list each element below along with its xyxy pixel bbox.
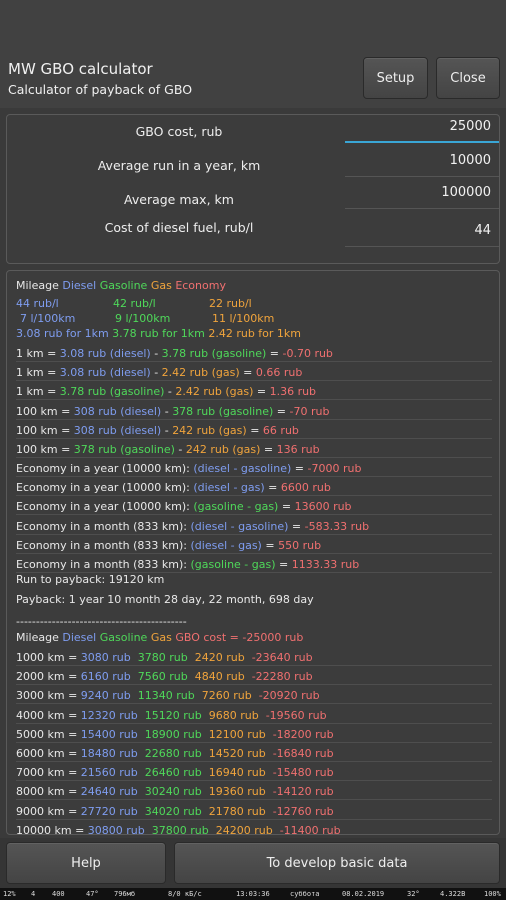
status-cpu: 12%: [3, 890, 16, 898]
table-row: 1000 km = 3080 rub 3780 rub 2420 rub -23…: [16, 651, 492, 666]
develop-basic-data-button[interactable]: To develop basic data: [174, 842, 500, 884]
table-row: 9000 km = 27720 rub 34020 rub 21780 rub …: [16, 805, 492, 820]
app-subtitle: Calculator of payback of GBO: [8, 82, 193, 97]
setup-button[interactable]: Setup: [363, 57, 428, 99]
status-day: суббота: [290, 890, 320, 898]
close-button[interactable]: Close: [436, 57, 500, 99]
gbo-cost-input[interactable]: 25000: [345, 115, 499, 143]
average-run-label: Average run in a year, km: [97, 158, 261, 173]
comparison-row: 1 km = 3.08 rub (diesel) - 2.42 rub (gas…: [16, 366, 492, 382]
economy-row: Economy in a month (833 km): (diesel - g…: [16, 539, 492, 554]
table-row: 2000 km = 6160 rub 7560 rub 4840 rub -22…: [16, 670, 492, 686]
economy-row: Economy in a year (10000 km): (gasoline …: [16, 500, 492, 516]
economy-row: Economy in a month (833 km): (gasoline -…: [16, 558, 492, 573]
comparison-row: 1 km = 3.78 rub (gasoline) - 2.42 rub (g…: [16, 385, 492, 401]
table-row: 7000 km = 21560 rub 26460 rub 16940 rub …: [16, 766, 492, 782]
comparison-row: 100 km = 308 rub (diesel) - 378 rub (gas…: [16, 405, 492, 420]
results-panel: Mileage Diesel Gasoline Gas Economy 44 r…: [6, 270, 500, 835]
economy-row: Economy in a year (10000 km): (diesel - …: [16, 481, 492, 497]
results-header: Mileage Diesel Gasoline Gas Economy: [16, 279, 226, 292]
status-freq: 400: [52, 890, 65, 898]
status-network: 8/0 кБ/с: [168, 890, 202, 898]
per-km-row: 3.08 rub for 1km 3.78 rub for 1km 2.42 r…: [16, 327, 302, 340]
status-voltage: 4.322В: [440, 890, 466, 898]
status-memory: 796мб: [114, 890, 136, 898]
run-to-payback: Run to payback: 19120 km: [16, 573, 165, 586]
help-button[interactable]: Help: [6, 842, 166, 884]
table-row: 8000 km = 24640 rub 30240 rub 19360 rub …: [16, 785, 492, 801]
table-row: 5000 km = 15400 rub 18900 rub 12100 rub …: [16, 728, 492, 743]
table-row: 6000 km = 18480 rub 22680 rub 14520 rub …: [16, 747, 492, 762]
status-date: 08.02.2019: [342, 890, 385, 898]
comparison-row: 100 km = 378 rub (gasoline) - 242 rub (g…: [16, 443, 492, 458]
app-title: MW GBO calculator: [8, 60, 153, 78]
status-bar: 12% 4 400 47° 796мб 8/0 кБ/с 13:03:36 су…: [0, 888, 506, 900]
divider: ----------------------------------------…: [16, 615, 187, 628]
input-form: GBO cost, rub 25000 Average run in a yea…: [6, 114, 500, 264]
status-battery: 100%: [484, 890, 501, 898]
status-battery-temp: 32°: [407, 890, 420, 898]
average-run-input[interactable]: 10000: [345, 149, 499, 177]
average-max-label: Average max, km: [124, 192, 234, 207]
table-row: 4000 km = 12320 rub 15120 rub 9680 rub -…: [16, 709, 492, 724]
status-count: 4: [31, 890, 36, 898]
economy-row: Economy in a month (833 km): (diesel - g…: [16, 520, 492, 535]
diesel-cost-input[interactable]: 44: [345, 219, 499, 247]
table-row: 10000 km = 30800 rub 37800 rub 24200 rub…: [16, 824, 492, 834]
comparison-row: 100 km = 308 rub (diesel) - 242 rub (gas…: [16, 424, 492, 439]
economy-row: Economy in a year (10000 km): (diesel - …: [16, 462, 492, 477]
diesel-cost-label: Cost of diesel fuel, rub/l: [104, 220, 254, 235]
average-max-input[interactable]: 100000: [345, 181, 499, 209]
gbo-cost-label: GBO cost, rub: [135, 124, 223, 139]
payback: Payback: 1 year 10 month 28 day, 22 mont…: [16, 593, 314, 606]
table-header: Mileage Diesel Gasoline Gas GBO cost = -…: [16, 631, 304, 644]
status-time: 13:03:36: [236, 890, 270, 898]
comparison-row: 1 km = 3.08 rub (diesel) - 3.78 rub (gas…: [16, 347, 492, 362]
status-temp: 47°: [86, 890, 99, 898]
table-row: 3000 km = 9240 rub 11340 rub 7260 rub -2…: [16, 689, 492, 705]
